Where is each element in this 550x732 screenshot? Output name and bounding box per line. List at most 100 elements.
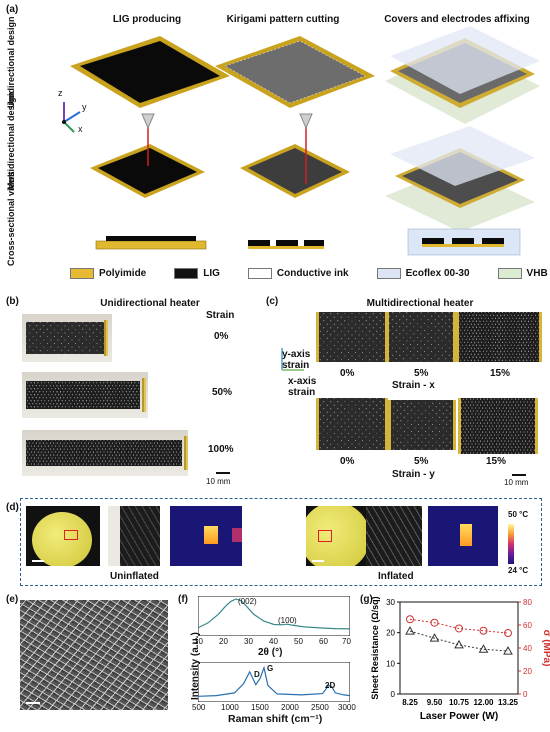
strain-50: 50% [212, 387, 233, 398]
strain-y-5: 5% [414, 456, 429, 467]
scale-bar-c [512, 474, 526, 476]
xrd-tick: 60 [319, 637, 328, 646]
data-point-triangle [503, 646, 513, 655]
panel-c-label: (c) [266, 296, 279, 307]
y-tick-label: 30 [386, 598, 395, 607]
xrd-xlabel: 2θ (°) [258, 647, 283, 658]
xrd-tick: 70 [342, 637, 351, 646]
raman-tick: 2000 [281, 703, 299, 712]
xrd-tick: 10 [194, 637, 203, 646]
x-tick-label: 8.25 [402, 698, 418, 707]
series-line [198, 665, 350, 697]
raman-tick: 1000 [221, 703, 239, 712]
laser-power-plot: 0 10 20 30 0 20 40 60 80 8.25 9.50 10.75 12.00 13.25L… [370, 596, 550, 722]
xrd-peak-100: (100) [278, 616, 297, 625]
balloon-photo-uninflated [26, 506, 100, 566]
data-point-circle [455, 624, 463, 633]
legend-swatch [174, 268, 199, 279]
lig-sheet-multidirectional [90, 113, 205, 198]
legend-swatch [376, 268, 401, 279]
y-tick-label: 0 [391, 690, 396, 699]
x-tick-label: 13.25 [498, 698, 519, 707]
strain-x-0: 0% [340, 368, 355, 379]
data-point-circle [504, 629, 512, 638]
raman-plot [198, 662, 350, 702]
data-point-triangle [478, 644, 489, 653]
pattern-closeup-inflated [366, 506, 422, 566]
strain-x-5: 5% [414, 368, 429, 379]
panel-a-label: (a) [6, 4, 19, 15]
xyz-axes-icon [62, 102, 81, 133]
strain-x-15: 15% [490, 368, 511, 379]
panel-d-label: (d) [6, 502, 19, 513]
heater-photo-50 [22, 372, 148, 418]
raman-xlabel: Raman shift (cm⁻¹) [228, 713, 323, 725]
axis-z-label: z [58, 88, 63, 98]
xrd-tick: 30 [244, 637, 253, 646]
col-title-covers: Covers and electrodes affixing [384, 14, 530, 25]
panel-c-title: Multidirectional heater [366, 298, 474, 309]
balloon-photo-inflated [306, 506, 366, 566]
scale-label-c: 10 mm [504, 478, 529, 487]
y-tick-label: 20 [386, 629, 395, 638]
row-label-cross-section: Cross-sectional views [6, 171, 16, 266]
raman-peak-d: D [254, 670, 260, 679]
multi-heater-y-15 [458, 398, 538, 454]
xrd-tick: 40 [269, 637, 278, 646]
thermal-image-uninflated [170, 506, 242, 566]
panel-e-label: (e) [6, 594, 19, 605]
sem-image [20, 600, 168, 710]
strain-axes-icon [281, 348, 304, 371]
legend-swatch [247, 268, 272, 279]
xrd-tick: 20 [219, 637, 228, 646]
heater-photo-100 [22, 430, 188, 476]
legend-vhb: VHB [497, 268, 548, 279]
series-line [409, 630, 509, 652]
panel-b-label: (b) [6, 296, 19, 307]
series-line [409, 618, 509, 634]
xrd-tick: 50 [294, 637, 303, 646]
layered-stack-unidirectional [385, 26, 540, 124]
multi-heater-x-15 [456, 312, 542, 362]
y-right-tick-label: 20 [523, 667, 532, 676]
y-right-tick-label: 0 [523, 690, 528, 699]
cross-section-lig [95, 236, 207, 250]
kirigami-sheet-unidirectional [215, 36, 375, 108]
data-point-triangle [405, 626, 415, 635]
schematic-illustration [62, 26, 540, 256]
panel-b-title: Unidirectional heater [100, 298, 200, 309]
strain-x-caption: Strain - x [392, 380, 435, 391]
legend-conductive-ink: Conductive ink [247, 268, 349, 279]
col-title-lig: LIG producing [112, 14, 182, 25]
multi-heater-x-0 [316, 312, 388, 362]
legend-swatch [70, 268, 94, 279]
multi-heater-y-5 [388, 400, 456, 450]
legend-swatch [497, 268, 522, 279]
panel-g-label: (g) [360, 594, 373, 605]
legend-polyimide: Polyimide [70, 268, 146, 279]
series-line [198, 598, 350, 630]
panel-f-label: (f) [178, 594, 188, 605]
x-tick-label: 10.75 [449, 698, 470, 707]
x-tick-label: 9.50 [427, 698, 443, 707]
g-xlabel: Laser Power (W) [420, 711, 498, 722]
data-point-triangle [429, 633, 440, 642]
plot-frame [198, 596, 350, 636]
thermal-image-inflated [428, 506, 498, 566]
legend-ecoflex: Ecoflex 00-30 [376, 268, 470, 279]
multi-heater-y-0 [316, 398, 388, 450]
g-ylabel: Sheet Resistance (Ω/sq) [370, 596, 380, 699]
data-point-circle [479, 626, 488, 635]
raman-tick: 500 [192, 703, 206, 712]
x-tick-label: 12.00 [473, 698, 494, 707]
strain-0: 0% [214, 331, 229, 342]
raman-tick: 2500 [311, 703, 329, 712]
caption-uninflated: Uninflated [110, 571, 159, 582]
raman-xticks: 500 1000 1500 2000 2500 3000 [192, 703, 356, 713]
strain-y-15: 15% [486, 456, 507, 467]
scale-bar-b [216, 472, 230, 474]
temperature-colorbar [508, 524, 514, 564]
g-ylabel-right: σ (MPa) [541, 630, 550, 667]
data-point-circle [406, 615, 414, 624]
multi-heater-x-5 [386, 312, 456, 362]
